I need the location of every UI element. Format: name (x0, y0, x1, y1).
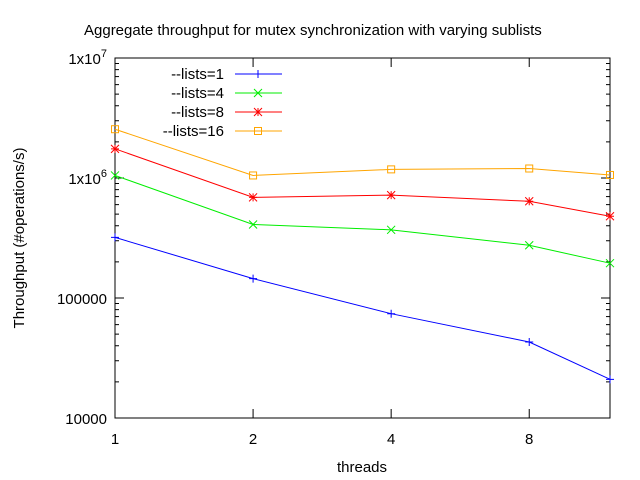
legend: --lists=1 --lists=4 --lists=8 --lists=16 (163, 66, 282, 140)
series-line (114, 128, 611, 176)
data-point (605, 211, 615, 221)
data-point (111, 125, 119, 134)
y-tick-label: 1x106 (68, 168, 107, 188)
data-point (387, 309, 396, 318)
series-3 (110, 144, 615, 221)
data-point (249, 171, 258, 180)
y-tick-label-exponent: 7 (101, 48, 107, 60)
y-tick-label-exponent: 6 (101, 168, 107, 180)
series-2 (110, 171, 615, 268)
series-line (114, 236, 611, 380)
y-tick-label-base: 100000 (57, 291, 107, 308)
y-tick-label: 10000 (65, 411, 107, 428)
data-point (606, 375, 614, 384)
series-4 (111, 125, 614, 180)
x-tick-label: 4 (387, 431, 395, 448)
data-point (605, 258, 615, 268)
data-point (386, 190, 396, 200)
series-line (114, 174, 611, 264)
data-point (253, 107, 263, 117)
series-1 (111, 233, 614, 384)
y-tick-label-base: 1x10 (68, 51, 101, 68)
data-point (111, 233, 119, 242)
data-point (110, 144, 120, 154)
y-tick-label: 100000 (57, 291, 107, 308)
legend-label: --lists=8 (171, 104, 224, 121)
x-tick-label: 8 (525, 431, 533, 448)
series-line (114, 148, 611, 217)
data-point (524, 240, 534, 250)
chart-title: Aggregate throughput for mutex synchroni… (84, 22, 542, 39)
data-point (606, 170, 614, 179)
data-point (248, 192, 258, 202)
data-point (386, 225, 396, 235)
data-point (254, 127, 262, 135)
x-tick-label: 2 (249, 431, 257, 448)
data-point (524, 196, 534, 206)
y-tick-label-base: 1x10 (68, 171, 101, 188)
x-axis-label: threads (337, 459, 387, 476)
data-point (525, 164, 534, 173)
y-tick-label-base: 10000 (65, 411, 107, 428)
y-axis-label: Throughput (#operations/s) (11, 148, 28, 329)
data-point (253, 88, 263, 98)
legend-label: --lists=1 (171, 66, 224, 83)
legend-label: --lists=16 (163, 123, 224, 140)
data-point (110, 171, 120, 180)
data-point (249, 274, 258, 283)
legend-label: --lists=4 (171, 85, 224, 102)
x-axis: 1 2 4 8 (111, 58, 533, 448)
data-point (525, 337, 534, 346)
y-tick-label: 1x107 (68, 48, 107, 68)
data-point (387, 165, 396, 174)
data-point (254, 70, 262, 78)
x-tick-label: 1 (111, 431, 119, 448)
series-layer (110, 125, 615, 384)
data-point (248, 220, 258, 229)
